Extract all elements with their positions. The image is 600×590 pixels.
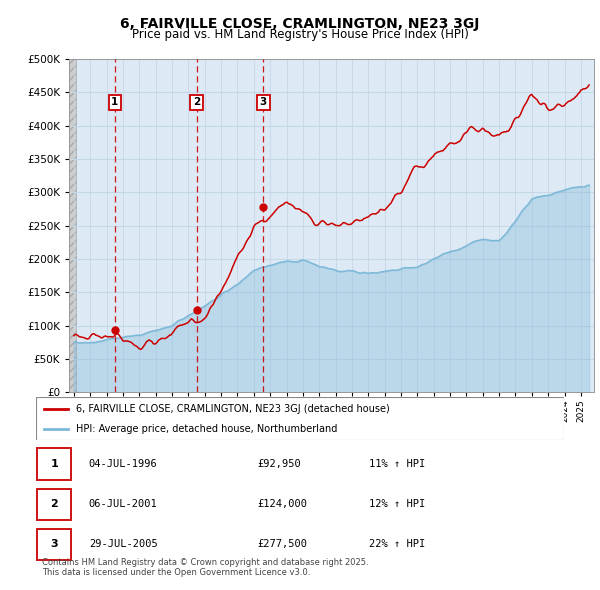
- Text: 6, FAIRVILLE CLOSE, CRAMLINGTON, NE23 3GJ (detached house): 6, FAIRVILLE CLOSE, CRAMLINGTON, NE23 3G…: [76, 404, 389, 414]
- Text: Contains HM Land Registry data © Crown copyright and database right 2025.
This d: Contains HM Land Registry data © Crown c…: [42, 558, 368, 577]
- Text: 1: 1: [111, 97, 118, 107]
- Text: 22% ↑ HPI: 22% ↑ HPI: [368, 539, 425, 549]
- Text: 3: 3: [50, 539, 58, 549]
- Text: Price paid vs. HM Land Registry's House Price Index (HPI): Price paid vs. HM Land Registry's House …: [131, 28, 469, 41]
- Text: 6, FAIRVILLE CLOSE, CRAMLINGTON, NE23 3GJ: 6, FAIRVILLE CLOSE, CRAMLINGTON, NE23 3G…: [121, 17, 479, 31]
- Text: 12% ↑ HPI: 12% ↑ HPI: [368, 499, 425, 509]
- Text: 2: 2: [193, 97, 200, 107]
- Text: 3: 3: [260, 97, 267, 107]
- Text: £277,500: £277,500: [258, 539, 308, 549]
- Text: £124,000: £124,000: [258, 499, 308, 509]
- Text: HPI: Average price, detached house, Northumberland: HPI: Average price, detached house, Nort…: [76, 424, 337, 434]
- Text: 29-JUL-2005: 29-JUL-2005: [89, 539, 158, 549]
- Bar: [37, 529, 71, 560]
- Bar: [66, 59, 76, 392]
- Bar: [37, 448, 71, 480]
- Bar: [37, 489, 71, 520]
- Text: 11% ↑ HPI: 11% ↑ HPI: [368, 459, 425, 469]
- Text: 06-JUL-2001: 06-JUL-2001: [89, 499, 158, 509]
- Text: £92,950: £92,950: [258, 459, 302, 469]
- Text: 04-JUL-1996: 04-JUL-1996: [89, 459, 158, 469]
- Text: 2: 2: [50, 499, 58, 509]
- Text: 1: 1: [50, 459, 58, 469]
